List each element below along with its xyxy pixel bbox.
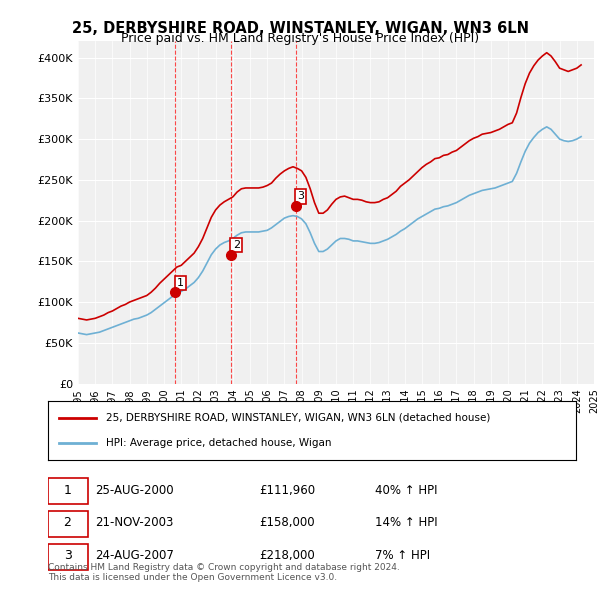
FancyBboxPatch shape <box>48 543 88 570</box>
Text: 3: 3 <box>64 549 71 562</box>
Text: Price paid vs. HM Land Registry's House Price Index (HPI): Price paid vs. HM Land Registry's House … <box>121 32 479 45</box>
FancyBboxPatch shape <box>48 511 88 537</box>
Text: 1: 1 <box>177 278 184 288</box>
Text: 2: 2 <box>233 240 240 250</box>
Text: 2: 2 <box>64 516 71 529</box>
Text: £218,000: £218,000 <box>259 549 315 562</box>
Text: 1: 1 <box>64 484 71 497</box>
Text: HPI: Average price, detached house, Wigan: HPI: Average price, detached house, Wiga… <box>106 438 332 447</box>
Text: £158,000: £158,000 <box>259 516 315 529</box>
Text: 3: 3 <box>297 191 304 201</box>
Text: This data is licensed under the Open Government Licence v3.0.: This data is licensed under the Open Gov… <box>48 573 337 582</box>
Text: 25, DERBYSHIRE ROAD, WINSTANLEY, WIGAN, WN3 6LN: 25, DERBYSHIRE ROAD, WINSTANLEY, WIGAN, … <box>71 21 529 35</box>
Text: £111,960: £111,960 <box>259 484 316 497</box>
Text: 24-AUG-2007: 24-AUG-2007 <box>95 549 175 562</box>
FancyBboxPatch shape <box>48 478 88 504</box>
Text: 25, DERBYSHIRE ROAD, WINSTANLEY, WIGAN, WN3 6LN (detached house): 25, DERBYSHIRE ROAD, WINSTANLEY, WIGAN, … <box>106 413 490 422</box>
Text: Contains HM Land Registry data © Crown copyright and database right 2024.: Contains HM Land Registry data © Crown c… <box>48 563 400 572</box>
Text: 40% ↑ HPI: 40% ↑ HPI <box>376 484 438 497</box>
Text: 21-NOV-2003: 21-NOV-2003 <box>95 516 174 529</box>
Text: 7% ↑ HPI: 7% ↑ HPI <box>376 549 430 562</box>
Text: 25-AUG-2000: 25-AUG-2000 <box>95 484 174 497</box>
Text: 14% ↑ HPI: 14% ↑ HPI <box>376 516 438 529</box>
